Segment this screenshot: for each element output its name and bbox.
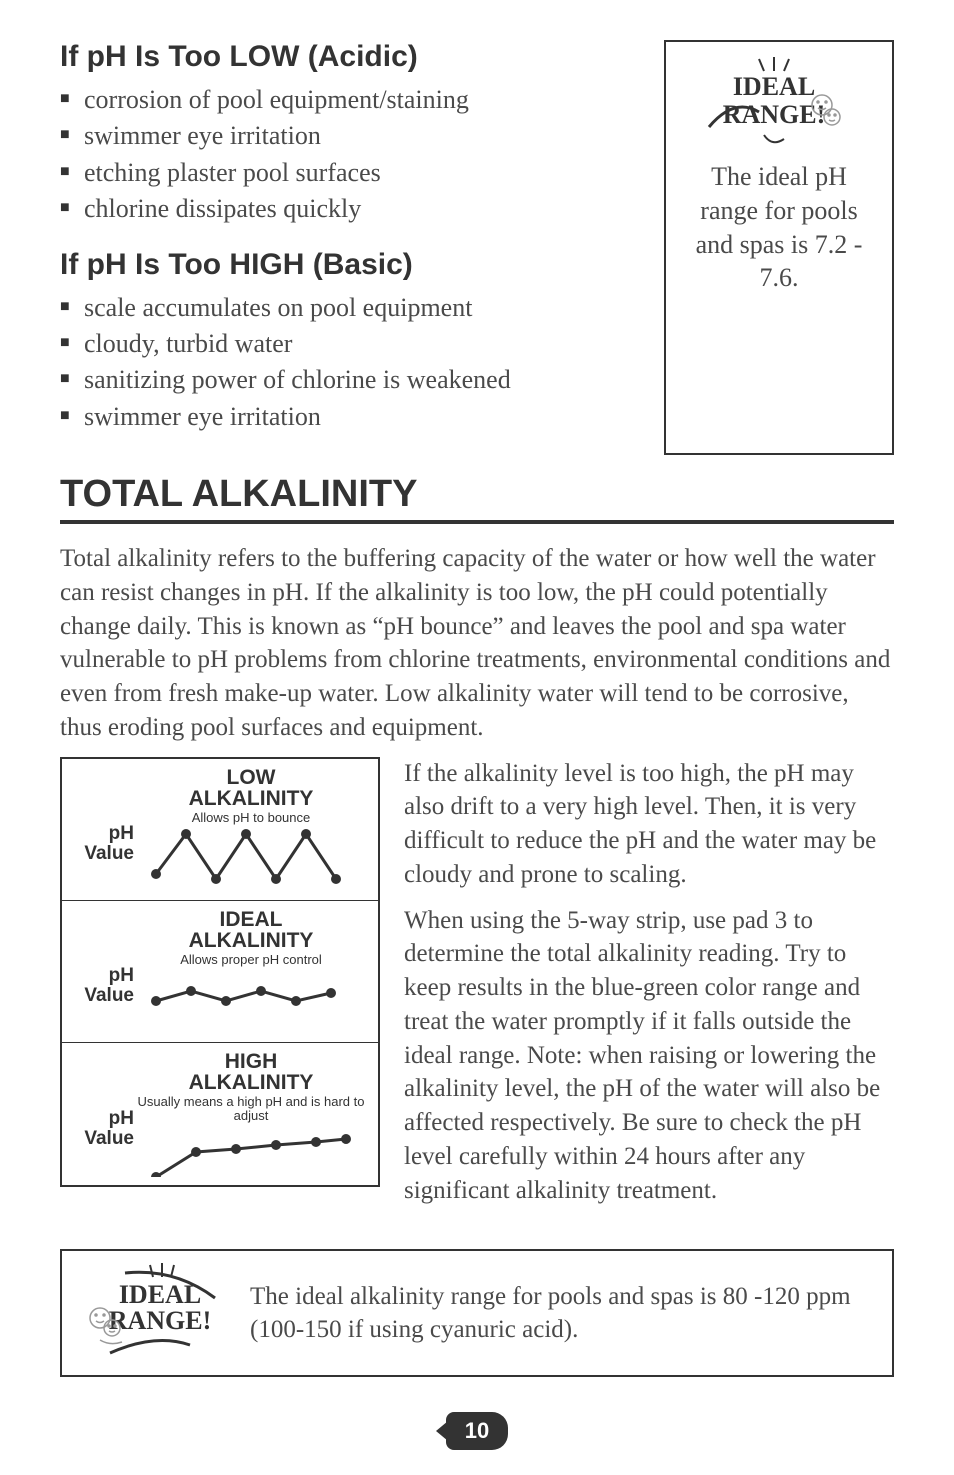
chart-ylabel: pH Value [72, 966, 134, 1006]
chart-title: IDEAL [219, 908, 282, 931]
ph-callout-text: The ideal pH range for pools and spas is… [681, 160, 877, 295]
para2: If the alkalinity level is too high, the… [404, 757, 894, 892]
ph-low-heading: If pH Is Too LOW (Acidic) [60, 40, 644, 74]
chart-title: LOW [227, 766, 276, 789]
chart-ylabel: pH Value [72, 1109, 134, 1149]
ideal-range-badge-icon: IDEAL RANGE! [80, 1263, 230, 1363]
section-rule [60, 520, 894, 524]
chart-panel-low: pH Value LOWALKALINITY Allows pH to boun… [62, 759, 378, 901]
badge-line2: RANGE! [109, 1306, 212, 1335]
chart-line-icon [146, 829, 356, 889]
list-item: swimmer eye irritation [60, 118, 644, 154]
chart-line-icon [146, 1127, 356, 1176]
list-item: cloudy, turbid water [60, 326, 644, 362]
badge-line1: IDEAL [733, 72, 815, 101]
para1: Total alkalinity refers to the buffering… [60, 542, 894, 745]
chart-sub: Allows pH to bounce [192, 811, 311, 825]
chart-title: ALKALINITY [189, 787, 314, 810]
ph-low-list: corrosion of pool equipment/staining swi… [60, 82, 644, 228]
list-item: swimmer eye irritation [60, 399, 644, 435]
chart-sub: Allows proper pH control [180, 953, 322, 967]
alk-callout-text: The ideal alkalinity range for pools and… [250, 1280, 874, 1348]
chart-line-icon [146, 971, 356, 1016]
chart-title: HIGH [225, 1050, 278, 1073]
list-item: chlorine dissipates quickly [60, 191, 644, 227]
list-item: scale accumulates on pool equipment [60, 290, 644, 326]
list-item: etching plaster pool surfaces [60, 155, 644, 191]
chart-panel-high: pH Value HIGHALKALINITY Usually means a … [62, 1043, 378, 1185]
alkalinity-chart: pH Value LOWALKALINITY Allows pH to boun… [60, 757, 380, 1187]
ph-ideal-callout: IDEAL RANGE! The ideal pH range for pool… [664, 40, 894, 455]
section-title: TOTAL ALKALINITY [60, 473, 894, 516]
ideal-range-badge-icon: IDEAL RANGE! [704, 57, 854, 152]
page-number-value: 10 [446, 1412, 508, 1450]
chart-ylabel: pH Value [72, 824, 134, 864]
chart-title: ALKALINITY [189, 929, 314, 952]
list-item: corrosion of pool equipment/staining [60, 82, 644, 118]
ph-high-heading: If pH Is Too HIGH (Basic) [60, 248, 644, 282]
alkalinity-ideal-callout: IDEAL RANGE! The ideal alkalinity range … [60, 1249, 894, 1377]
chart-sub: Usually means a high pH and is hard to a… [134, 1095, 368, 1124]
chart-panel-ideal: pH Value IDEALALKALINITY Allows proper p… [62, 901, 378, 1043]
badge-line2: RANGE! [723, 100, 826, 129]
ph-high-list: scale accumulates on pool equipment clou… [60, 290, 644, 436]
chart-title: ALKALINITY [189, 1071, 314, 1094]
list-item: sanitizing power of chlorine is weakened [60, 362, 644, 398]
page-number: 10 [446, 1412, 508, 1450]
para3: When using the 5-way strip, use pad 3 to… [404, 904, 894, 1208]
badge-line1: IDEAL [119, 1280, 201, 1309]
